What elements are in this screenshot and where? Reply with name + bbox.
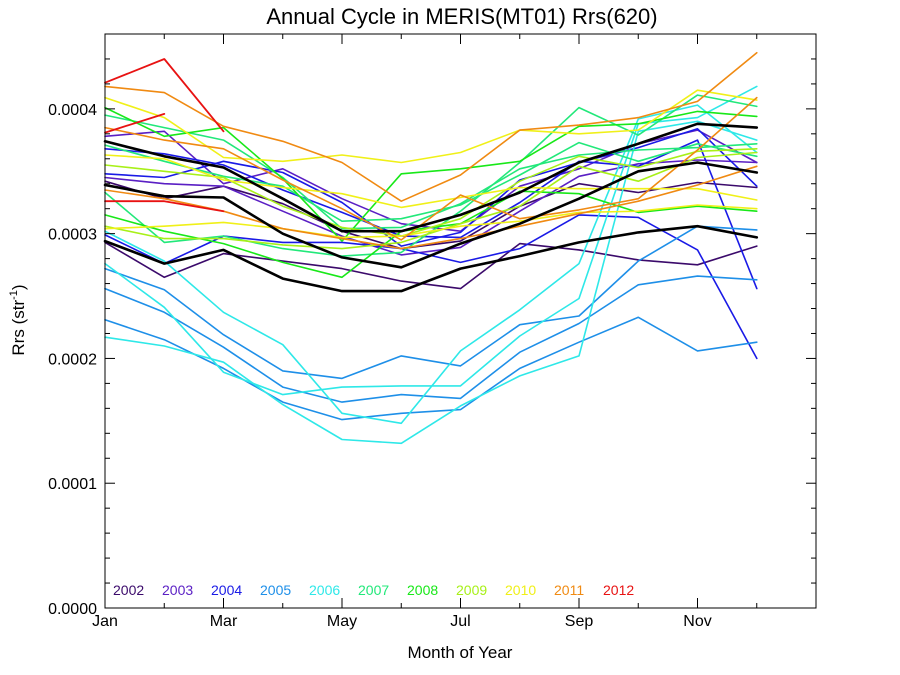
series-line-32 — [103, 224, 759, 293]
x-tick-label: Jan — [92, 613, 118, 630]
series-line-23 — [104, 204, 758, 239]
legend-item-2009: 2009 — [456, 582, 487, 598]
series-line-3 — [104, 159, 758, 256]
legend-item-2008: 2008 — [407, 582, 438, 598]
x-tick-label: May — [327, 613, 357, 630]
series-line-29 — [104, 200, 225, 213]
chart-title: Annual Cycle in MERIS(MT01) Rrs(620) — [266, 4, 657, 29]
series-line-9 — [104, 275, 758, 403]
series-line-27 — [104, 58, 225, 133]
series-line-31 — [103, 161, 759, 269]
legend-item-2011: 2011 — [554, 582, 584, 598]
series-line-24 — [104, 51, 758, 202]
series-line-18 — [104, 106, 758, 242]
series-line-25 — [104, 96, 758, 241]
legend-item-2003: 2003 — [162, 582, 193, 598]
legend-item-2007: 2007 — [358, 582, 389, 598]
series-line-28 — [104, 113, 166, 134]
series-line-22 — [104, 154, 758, 209]
legend-item-2004: 2004 — [211, 582, 242, 598]
series-line-10 — [104, 316, 758, 421]
legend-item-2005: 2005 — [260, 582, 291, 598]
series-line-17 — [104, 190, 758, 279]
y-tick-label: 0.0000 — [48, 601, 97, 618]
y-axis-label-close: ) — [9, 284, 28, 290]
series-line-21 — [104, 89, 758, 164]
legend-item-2012: 2012 — [603, 582, 634, 598]
y-tick-label: 0.0001 — [48, 476, 97, 493]
series-line-30 — [103, 122, 759, 233]
series-line-13 — [104, 104, 758, 425]
y-tick-label: 0.0003 — [48, 227, 97, 244]
x-tick-label: Nov — [683, 613, 711, 630]
y-tick-label: 0.0002 — [48, 351, 97, 368]
x-tick-label: Mar — [210, 613, 238, 630]
series-line-7 — [104, 139, 758, 290]
y-axis-label-text: Rrs (str — [9, 300, 28, 356]
legend-item-2002: 2002 — [113, 582, 144, 598]
y-tick-label: 0.0004 — [48, 102, 97, 119]
series-line-8 — [104, 225, 758, 380]
series-line-6 — [104, 128, 758, 247]
series-line-11 — [104, 120, 758, 445]
legend: 2002 2003 2004 2005 2006 2007 2008 2009 2010 2011… — [113, 582, 634, 598]
legend-item-2006: 2006 — [309, 582, 340, 598]
legend-item-2010: 2010 — [505, 582, 536, 598]
series-line-19 — [104, 151, 758, 250]
series-line-1 — [104, 241, 758, 290]
x-axis-label: Month of Year — [408, 643, 513, 662]
ticks-layer: 0.0000 0.0001 0.0002 0.0003 0.0004 Jan Mar May J… — [48, 34, 816, 630]
y-axis-label: Rrs (str-1) — [8, 284, 28, 355]
y-axis-label-superscript: -1 — [8, 290, 20, 300]
series-line-15 — [104, 114, 758, 230]
x-tick-label: Sep — [565, 613, 594, 630]
series-line-12 — [104, 85, 758, 396]
series-layer — [103, 51, 759, 445]
x-tick-label: Jul — [450, 613, 470, 630]
series-line-16 — [104, 141, 758, 222]
